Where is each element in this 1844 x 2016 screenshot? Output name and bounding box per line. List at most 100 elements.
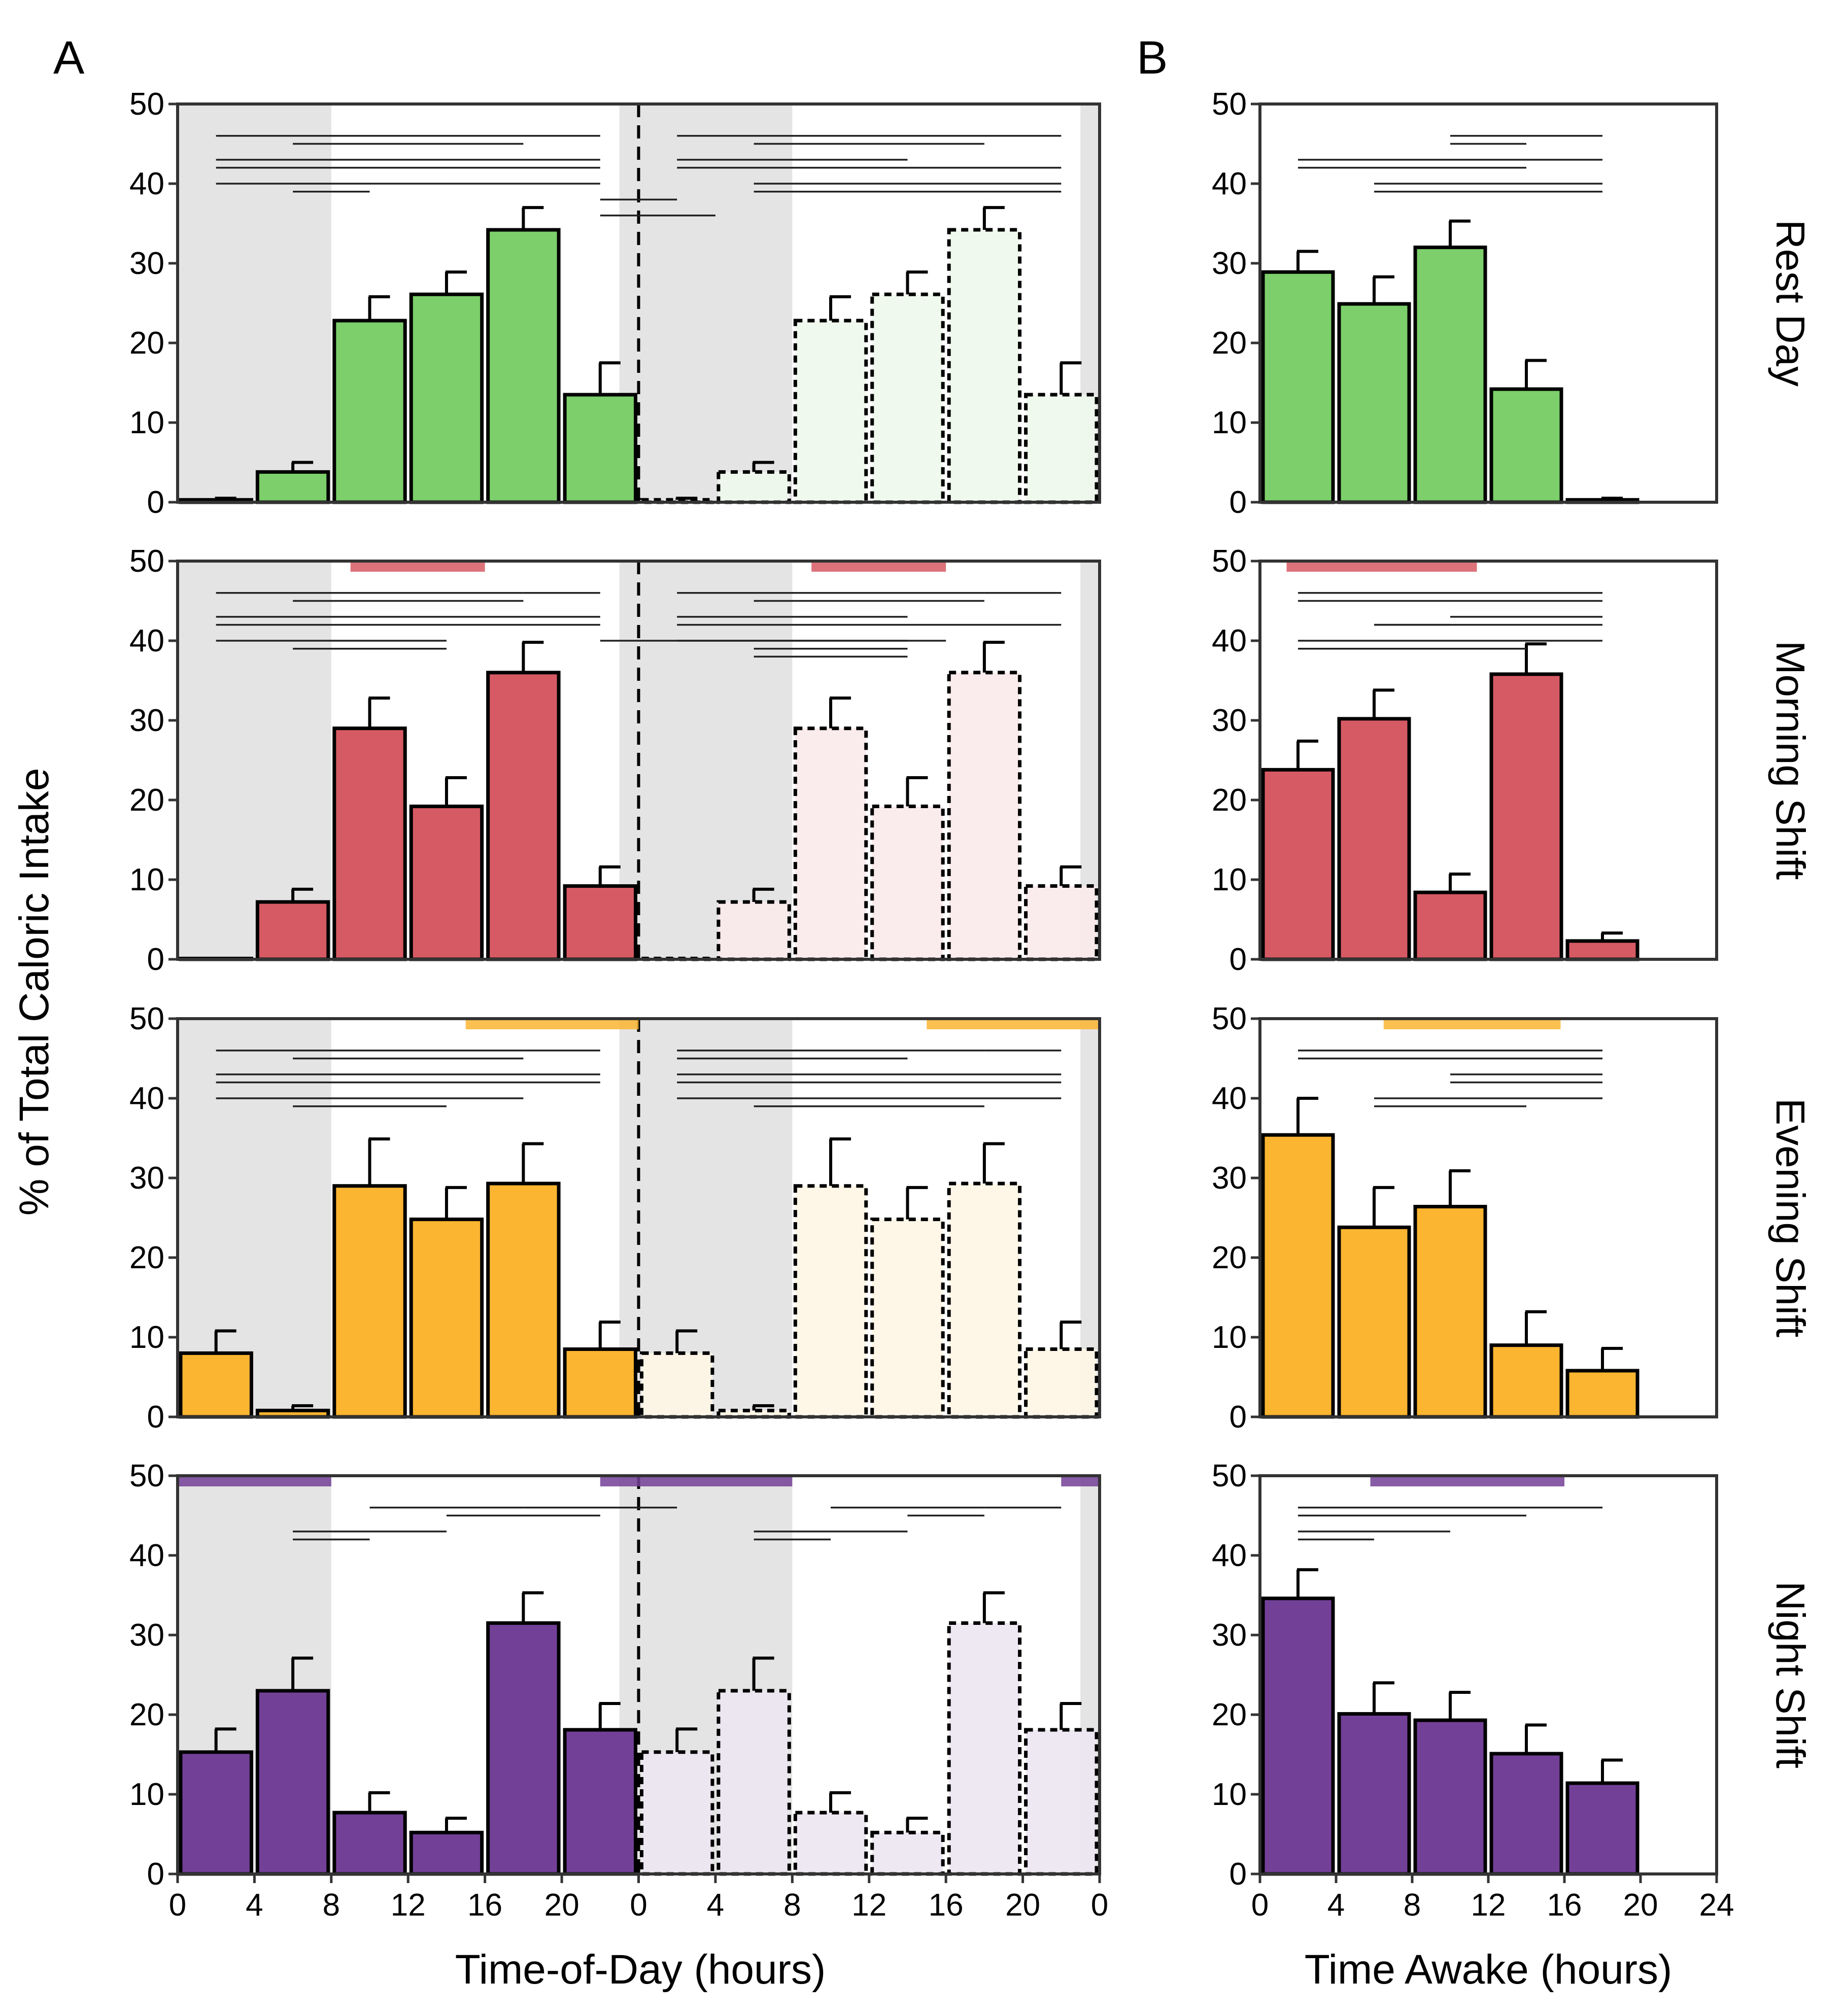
y-tick-label: 40 [129, 623, 164, 658]
x-axis-a: 0 4 8 12 16 20 0 4 8 12 16 20 0 [169, 1874, 1108, 1923]
x-tick-label: 0 [630, 1888, 647, 1923]
bar [947, 228, 1022, 504]
bar [716, 900, 791, 961]
y-tick-label: 20 [1212, 1697, 1247, 1732]
x-tick-label: 8 [1404, 1888, 1421, 1923]
bar [563, 1347, 638, 1419]
y-tick-label: 40 [129, 166, 164, 201]
y-tick-label: 40 [1212, 623, 1247, 658]
bar [1565, 1781, 1640, 1876]
y-tick-label: 30 [1212, 246, 1247, 281]
y-tick-label: 50 [1212, 1458, 1247, 1493]
x-tick-label: 16 [467, 1888, 502, 1923]
panel-a-night-shift: 0 10 20 30 40 50 [129, 1458, 1101, 1892]
bar [1024, 1728, 1099, 1876]
bar [1024, 1347, 1099, 1419]
y-tick-label: 50 [1212, 544, 1247, 579]
bar [870, 292, 945, 504]
panel-b-rest-day: 0 10 20 30 40 50 [1212, 87, 1718, 520]
panel-frame [176, 560, 1101, 961]
bar [870, 1218, 945, 1419]
x-tick-label: 16 [929, 1888, 964, 1923]
bar [409, 1218, 484, 1419]
y-tick-label: 20 [129, 1697, 164, 1732]
night-shading [178, 1019, 331, 1417]
bar [1337, 1712, 1411, 1876]
y-tick-label: 10 [129, 862, 164, 897]
bar [1413, 890, 1487, 961]
bar [563, 884, 638, 961]
bar [1337, 302, 1411, 504]
bar [1565, 1369, 1640, 1419]
y-tick-label: 0 [1230, 1857, 1247, 1892]
panel-b-morning-shift: 0 10 20 30 40 50 [1212, 544, 1718, 977]
bar [179, 1351, 253, 1419]
x-tick-label: 20 [1623, 1888, 1658, 1923]
bar [947, 1181, 1022, 1419]
bar [1565, 939, 1640, 961]
y-tick-label: 50 [1212, 87, 1247, 122]
x-tick-label: 4 [707, 1888, 724, 1923]
x-tick-label: 12 [1471, 1888, 1506, 1923]
x-axis-title-b: Time Awake (hours) [1305, 1947, 1672, 1993]
x-axis-title-a: Time-of-Day (hours) [455, 1947, 826, 1993]
bar [409, 805, 484, 961]
y-tick-label: 30 [129, 1161, 164, 1196]
y-tick-label: 0 [147, 942, 164, 977]
row-label-morning-shift: Morning Shift [1768, 641, 1813, 880]
bar [1413, 1205, 1487, 1419]
x-tick-label: 20 [544, 1888, 579, 1923]
bar [716, 470, 791, 504]
y-tick-label: 40 [129, 1538, 164, 1573]
y-tick-label: 30 [129, 1618, 164, 1653]
bar [1024, 393, 1099, 504]
y-tick-label: 20 [1212, 1240, 1247, 1275]
bar [1261, 1133, 1335, 1419]
bar [409, 1830, 484, 1876]
panel-frame [1258, 560, 1718, 961]
bar [409, 292, 484, 504]
y-tick-label: 0 [147, 485, 164, 520]
y-tick-label: 0 [1230, 1400, 1247, 1435]
bar [1489, 1752, 1563, 1876]
bar [486, 1181, 561, 1419]
x-tick-label: 0 [1251, 1888, 1269, 1923]
row-evening-shift: 0 10 20 30 40 50 0 10 20 30 40 50 Evening Shift [129, 1001, 1813, 1435]
y-tick-label: 10 [1212, 862, 1247, 897]
y-tick-label: 20 [129, 1240, 164, 1275]
bar [255, 1689, 330, 1876]
row-morning-shift: 0 10 20 30 40 50 0 10 20 30 40 50 Morning Shift [129, 544, 1813, 977]
x-axis-b: 0 4 8 12 16 20 24 [1251, 1874, 1734, 1923]
night-shading [619, 561, 793, 959]
bar [1261, 768, 1335, 961]
y-tick-label: 10 [1212, 1320, 1247, 1355]
row-label-rest-day: Rest Day [1768, 220, 1813, 387]
bar [1489, 1343, 1563, 1419]
x-tick-label: 20 [1005, 1888, 1040, 1923]
y-tick-label: 20 [129, 783, 164, 818]
bar [332, 1811, 407, 1876]
y-tick-label: 0 [1230, 942, 1247, 977]
night-shading [619, 1019, 793, 1417]
row-label-evening-shift: Evening Shift [1768, 1098, 1813, 1337]
night-shading [178, 104, 331, 502]
y-tick-label: 10 [129, 1777, 164, 1812]
bar [1024, 884, 1099, 961]
y-tick-label: 30 [1212, 703, 1247, 738]
y-tick-label: 30 [1212, 1161, 1247, 1196]
bar [1413, 246, 1487, 504]
y-tick-label: 20 [129, 326, 164, 361]
y-tick-label: 20 [1212, 783, 1247, 818]
bar [255, 900, 330, 961]
bar [1261, 1596, 1335, 1876]
bar [486, 1621, 561, 1876]
panel-a-evening-shift: 0 10 20 30 40 50 [129, 1001, 1101, 1435]
bar [486, 671, 561, 961]
bar [332, 319, 407, 504]
x-tick-label: 4 [1327, 1888, 1345, 1923]
panel-a-morning-shift: 0 10 20 30 40 50 [129, 544, 1101, 977]
bar [486, 228, 561, 504]
night-shading [619, 104, 793, 502]
